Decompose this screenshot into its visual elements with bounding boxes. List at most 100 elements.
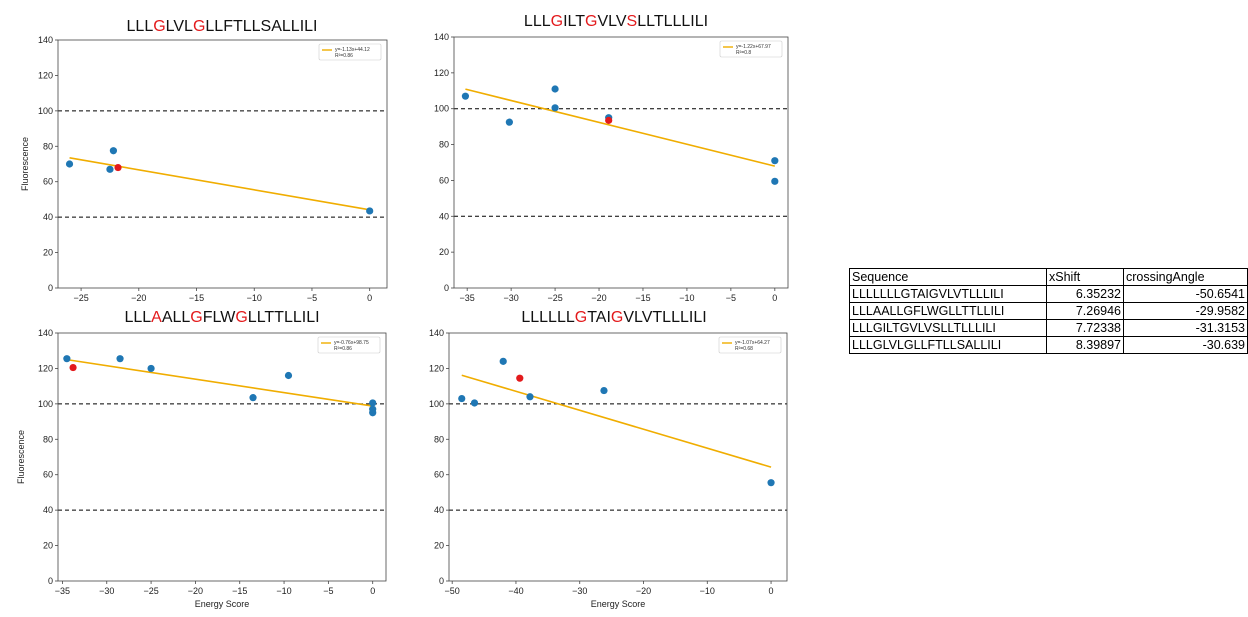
chart-title-segment: G xyxy=(153,18,165,35)
legend-r-squared: R²=0.86 xyxy=(335,53,353,59)
data-point xyxy=(63,355,71,363)
legend-equation: y=-0.76x+98.75 xyxy=(334,340,369,346)
table-row: LLLGLVLGLLFTLLSALLILI 8.39897 -30.639 xyxy=(849,336,1248,354)
fit-line xyxy=(461,374,772,468)
legend-r-squared: R²=0.8 xyxy=(736,50,751,56)
xshift-cell: 8.39897 xyxy=(1046,336,1124,354)
data-point xyxy=(499,357,507,365)
y-tick-label: 20 xyxy=(439,247,449,257)
plot-frame xyxy=(453,36,789,289)
highlight-point xyxy=(69,363,77,372)
y-tick-label: 20 xyxy=(434,541,444,551)
chart-title-segment: LLL xyxy=(524,13,551,30)
data-point xyxy=(767,479,775,487)
chart-title-segment: LLTTLLILI xyxy=(248,309,320,326)
x-tick-label: 0 xyxy=(772,293,777,303)
y-tick-label: 60 xyxy=(434,470,444,480)
header-crossing-angle: crossingAngle xyxy=(1123,268,1248,286)
y-tick-label: 100 xyxy=(38,106,53,116)
y-tick-label: 80 xyxy=(439,140,449,150)
y-tick-label: 40 xyxy=(43,505,53,515)
xshift-cell: 6.35232 xyxy=(1046,285,1124,303)
scatter-chart-1: LLLGLVLGLLFTLLSALLILI020406080100120140−… xyxy=(20,18,388,303)
x-tick-label: −25 xyxy=(73,293,88,303)
x-tick-label: −20 xyxy=(591,293,606,303)
chart-title-segment: ILT xyxy=(563,13,585,30)
legend-equation: y=-1.07x+64.27 xyxy=(735,340,770,346)
crossing-angle-cell: -50.6541 xyxy=(1123,285,1248,303)
x-tick-label: −30 xyxy=(503,293,518,303)
y-tick-label: 60 xyxy=(43,470,53,480)
data-point xyxy=(106,165,114,173)
highlight-point xyxy=(114,163,122,172)
sequence-cell: LLLGILTGVLVSLLTLLLILI xyxy=(849,319,1047,337)
chart-title-segment: G xyxy=(585,13,597,30)
sequence-cell: LLLLLLLGTAIGVLVTLLLILI xyxy=(849,285,1047,303)
data-point xyxy=(470,399,479,407)
x-tick-label: −20 xyxy=(131,293,146,303)
x-axis-label: Energy Score xyxy=(591,599,646,609)
data-point xyxy=(369,409,377,417)
data-point xyxy=(147,364,155,373)
x-tick-label: −30 xyxy=(572,586,587,596)
chart-title-segment: G xyxy=(551,13,563,30)
crossing-angle-cell: -31.3153 xyxy=(1123,319,1248,337)
x-tick-label: −30 xyxy=(99,586,114,596)
chart-title-segment: G xyxy=(190,309,202,326)
sequence-cell: LLLGLVLGLLFTLLSALLILI xyxy=(849,336,1047,354)
y-tick-label: 0 xyxy=(48,576,53,586)
data-point xyxy=(65,160,74,168)
x-tick-label: 0 xyxy=(370,586,375,596)
data-point xyxy=(551,85,559,93)
legend-box xyxy=(317,336,381,354)
y-tick-label: 60 xyxy=(439,175,449,185)
chart-title-segment: LVL xyxy=(166,18,193,35)
chart-title-segment: TAI xyxy=(587,309,611,326)
chart-title-segment: G xyxy=(611,309,623,326)
chart-title-segment: ALL xyxy=(162,309,191,326)
data-point xyxy=(284,371,293,380)
data-point xyxy=(600,386,608,395)
fit-line xyxy=(69,157,370,211)
chart-title-segment: LLLLLL xyxy=(521,309,574,326)
chart-title-segment: G xyxy=(193,18,205,35)
plot-frame xyxy=(57,39,388,289)
y-tick-label: 60 xyxy=(43,177,53,187)
y-tick-label: 140 xyxy=(429,328,444,338)
y-tick-label: 120 xyxy=(38,363,53,373)
highlight-point xyxy=(516,374,524,382)
table-row: LLLAALLGFLWGLLTTLLILI 7.26946 -29.9582 xyxy=(849,302,1248,320)
sequence-table: Sequence xShift crossingAngle LLLLLLLGTA… xyxy=(849,268,1248,354)
x-tick-label: −10 xyxy=(276,586,291,596)
xshift-cell: 7.26946 xyxy=(1046,302,1124,320)
x-tick-label: −5 xyxy=(726,293,736,303)
chart-title-segment: G xyxy=(235,309,247,326)
data-point xyxy=(366,207,374,215)
data-point xyxy=(505,118,513,126)
y-tick-label: 20 xyxy=(43,541,53,551)
data-point xyxy=(771,157,779,165)
header-sequence: Sequence xyxy=(849,268,1047,286)
table-row: LLLGILTGVLVSLLTLLLILI 7.72338 -31.3153 xyxy=(849,319,1248,337)
x-tick-label: −10 xyxy=(679,293,694,303)
chart-title: LLLGLVLGLLFTLLSALLILI xyxy=(127,18,318,35)
plot-frame xyxy=(57,332,387,582)
data-point xyxy=(249,394,257,402)
x-tick-label: −25 xyxy=(547,293,562,303)
fit-line xyxy=(465,88,776,167)
y-tick-label: 140 xyxy=(38,328,53,338)
data-point xyxy=(109,147,118,155)
xshift-cell: 7.72338 xyxy=(1046,319,1124,337)
chart-title: LLLLLLGTAIGVLVTLLLILI xyxy=(521,309,706,326)
x-tick-label: −20 xyxy=(188,586,203,596)
y-tick-label: 100 xyxy=(38,399,53,409)
chart-title-segment: S xyxy=(627,13,638,30)
y-tick-label: 20 xyxy=(43,248,53,258)
y-axis-label: Fluorescence xyxy=(16,430,26,484)
data-point xyxy=(116,355,124,363)
chart-title: LLLGILTGVLVSLLTLLLILI xyxy=(524,13,708,30)
data-point xyxy=(551,104,559,112)
x-tick-label: −5 xyxy=(307,293,317,303)
legend-equation: y=-1.13x+44.12 xyxy=(335,47,370,53)
